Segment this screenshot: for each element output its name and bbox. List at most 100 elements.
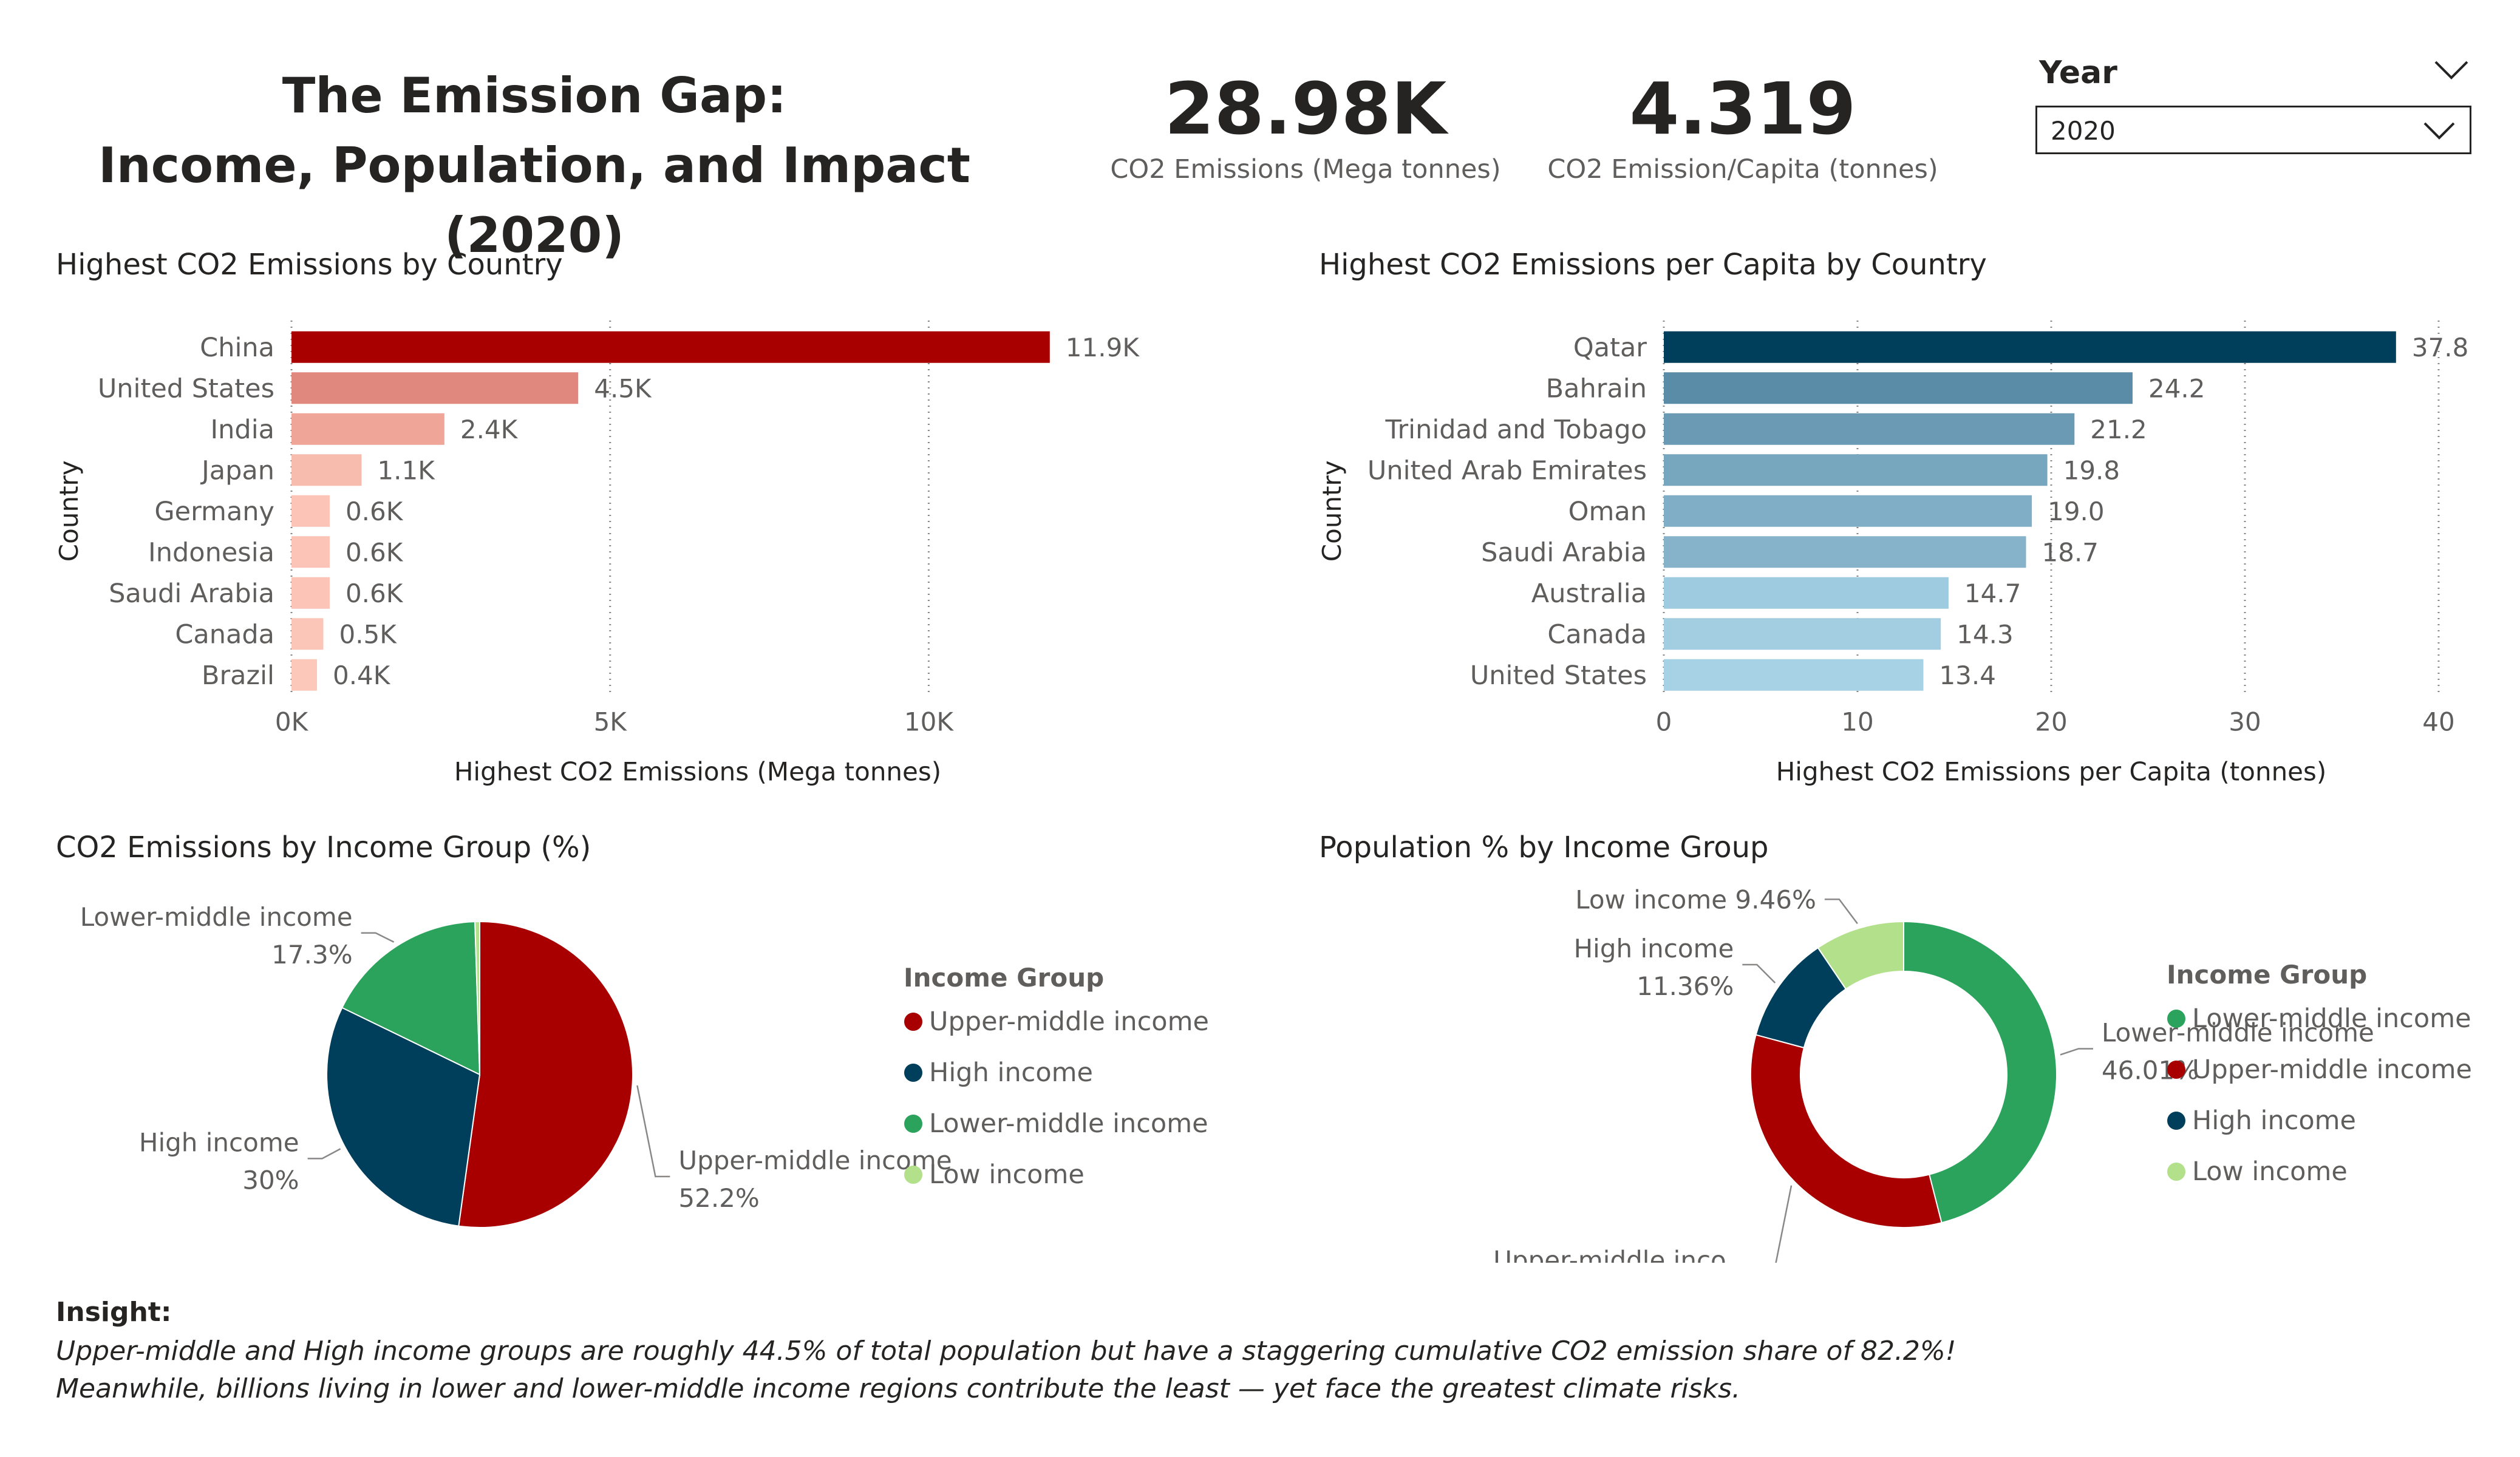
bar	[291, 495, 330, 527]
y-tick-label: Japan	[200, 455, 274, 486]
slice-label-value: 17.3%	[271, 940, 352, 970]
bar	[291, 659, 317, 691]
data-label: 14.3	[1956, 619, 2014, 649]
slice-label-name: Upper-middle inco...	[1493, 1246, 1750, 1263]
y-tick-label: Brazil	[202, 661, 274, 691]
y-axis-title: Country	[1317, 460, 1347, 562]
legend-label: Upper-middle income	[929, 1007, 1209, 1037]
leader-line	[1824, 898, 1858, 925]
bar	[1664, 331, 2396, 363]
bar-chart-per-capita-by-country: 0 10 20 30 40 Qatar 37.8 Bahrain 24.2 Trinidad an…	[1317, 321, 2469, 787]
chevron-down-icon[interactable]	[2432, 53, 2471, 86]
bar	[1664, 659, 1924, 691]
bar-chart-emissions-by-country: 0K 5K 10K China 11.9K United States 4.5K India 2…	[54, 321, 1140, 787]
y-tick-label: Germany	[154, 497, 274, 527]
data-label: 0.5K	[339, 619, 397, 649]
y-axis-title: Country	[54, 460, 84, 562]
kpi-card-total-emissions: 28.98K CO2 Emissions (Mega tonnes)	[1105, 67, 1506, 185]
bar	[291, 331, 1050, 363]
chart-title-emissions-by-country: Highest CO2 Emissions by Country	[56, 248, 563, 282]
legend-marker	[2167, 1163, 2185, 1181]
legend-label: High income	[929, 1058, 1093, 1088]
pie-chart-emissions-by-income: Upper-middle income 52.2% High income 30% Lo…	[80, 902, 1209, 1228]
data-label: 0.6K	[346, 537, 404, 567]
kpi-label: CO2 Emissions (Mega tonnes)	[1110, 154, 1501, 185]
y-tick-label: India	[210, 415, 274, 445]
leader-line	[307, 1148, 341, 1160]
bar	[1664, 577, 1949, 609]
y-tick-label: Qatar	[1573, 333, 1647, 363]
kpi-value: 28.98K	[1164, 67, 1447, 151]
y-tick-label: Trinidad and Tobago	[1385, 415, 1647, 445]
legend-marker	[904, 1064, 922, 1082]
bar	[1664, 536, 2026, 568]
slice-label-value: 52.2%	[678, 1183, 759, 1213]
page-title-line2: Income, Population, and Impact (2020)	[98, 137, 971, 263]
x-tick-label: 40	[2422, 707, 2454, 737]
data-label: 14.7	[1964, 579, 2021, 608]
data-label: 37.8	[2412, 333, 2469, 362]
slice-label-name: Lower-middle income	[80, 902, 353, 932]
leader-line	[636, 1085, 670, 1178]
pie-slice	[474, 920, 480, 1075]
data-label: 21.2	[2090, 415, 2147, 444]
y-tick-label: Saudi Arabia	[109, 579, 274, 609]
y-tick-label: Indonesia	[148, 537, 274, 568]
legend-marker	[904, 1115, 922, 1133]
year-dropdown[interactable]: 2020	[2035, 106, 2471, 154]
x-tick-label: 0K	[275, 707, 309, 737]
y-tick-label: Australia	[1531, 579, 1647, 609]
legend-label: Low income	[2192, 1156, 2348, 1187]
bar	[291, 413, 444, 445]
x-tick-label: 10	[1841, 707, 1873, 737]
leader-line	[1775, 1185, 1793, 1263]
y-tick-label: United Arab Emirates	[1367, 455, 1647, 486]
kpi-card-per-capita: 4.319 CO2 Emission/Capita (tonnes)	[1542, 67, 1943, 185]
x-axis-title: Highest CO2 Emissions per Capita (tonnes…	[1776, 757, 2327, 787]
leader-line	[361, 932, 395, 943]
data-label: 18.7	[2042, 537, 2099, 567]
data-label: 13.4	[1939, 661, 1996, 690]
legend-title: Income Group	[2167, 960, 2367, 990]
y-tick-label: China	[200, 333, 274, 363]
y-tick-label: Saudi Arabia	[1481, 537, 1647, 568]
slice-label: Low income 9.46%	[1575, 885, 1816, 914]
chart-title-emissions-by-income: CO2 Emissions by Income Group (%)	[56, 830, 591, 864]
bar	[1664, 495, 2032, 527]
data-label: 19.8	[2063, 455, 2120, 485]
chart-title-population-by-income: Population % by Income Group	[1319, 830, 1769, 864]
data-label: 0.4K	[333, 661, 391, 690]
insight-heading: Insight:	[56, 1297, 172, 1328]
bar	[1664, 618, 1941, 650]
bar	[291, 536, 330, 568]
page-title: The Emission Gap: Income, Population, an…	[36, 61, 1032, 270]
legend-marker	[904, 1166, 922, 1184]
bar	[1664, 413, 2075, 445]
legend-marker	[2167, 1010, 2185, 1028]
slicer-label: Year	[2039, 55, 2117, 91]
data-label: 0.6K	[346, 497, 404, 526]
page-title-line1: The Emission Gap:	[282, 67, 787, 124]
bar	[291, 577, 330, 609]
y-tick-label: Canada	[175, 619, 274, 650]
legend-marker	[2167, 1061, 2185, 1079]
bar	[1664, 372, 2133, 404]
kpi-value: 4.319	[1629, 67, 1856, 151]
legend-label: Low income	[929, 1160, 1085, 1190]
bar	[291, 618, 324, 650]
slice-label-name: High income	[139, 1127, 299, 1157]
pie-slice	[458, 920, 633, 1228]
legend-label: Lower-middle income	[2192, 1004, 2471, 1034]
legend-label: Upper-middle income	[2192, 1055, 2472, 1085]
slice-label-value: 30%	[242, 1165, 299, 1195]
pie-slice	[326, 1007, 481, 1227]
slice-label-name: Lower-middle income	[2102, 1017, 2374, 1047]
kpi-label: CO2 Emission/Capita (tonnes)	[1547, 154, 1938, 185]
data-label: 1.1K	[377, 455, 435, 485]
bar	[291, 372, 579, 404]
data-label: 2.4K	[460, 415, 519, 444]
legend-title: Income Group	[904, 963, 1104, 993]
data-label: 0.6K	[346, 579, 404, 608]
chart-title-per-capita-by-country: Highest CO2 Emissions per Capita by Coun…	[1319, 248, 1987, 282]
